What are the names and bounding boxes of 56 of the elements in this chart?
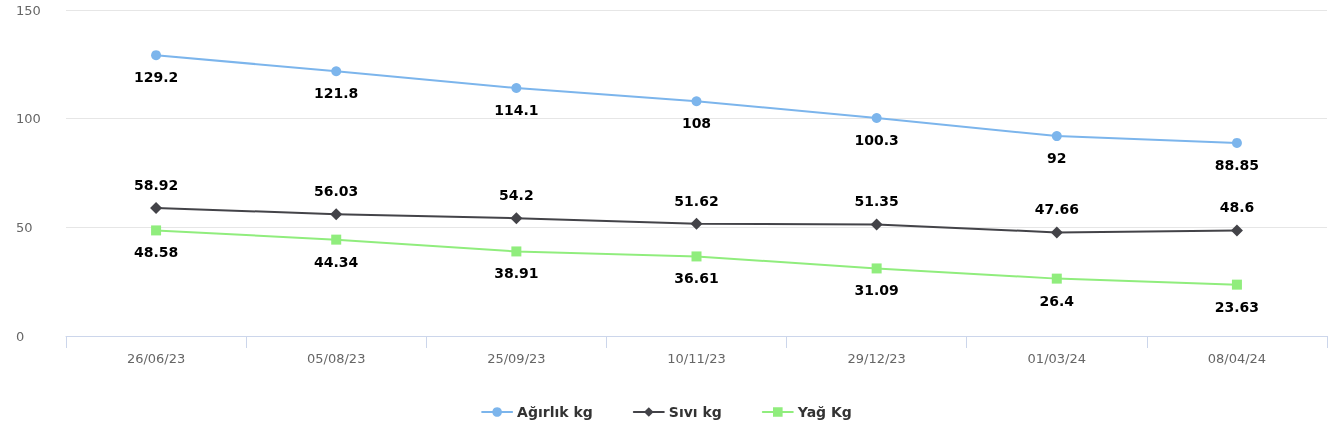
data-label: 48.6 xyxy=(1219,199,1255,216)
data-label: 108 xyxy=(681,115,712,132)
data-label: 44.34 xyxy=(314,253,359,270)
y-tick-label: 50 xyxy=(16,219,33,235)
data-label: 47.66 xyxy=(1034,201,1079,218)
point xyxy=(1050,226,1063,239)
point xyxy=(690,217,703,230)
y-tick-label: 0 xyxy=(16,328,25,344)
data-label: 92 xyxy=(1047,150,1067,167)
x-tick-label: 29/12/23 xyxy=(847,351,906,366)
data-label: 31.09 xyxy=(854,282,899,299)
data-label: 100.3 xyxy=(854,132,899,149)
data-label: 26.4 xyxy=(1039,292,1075,309)
x-tick-label: 01/03/24 xyxy=(1027,351,1086,366)
point xyxy=(331,234,342,245)
point xyxy=(151,225,162,236)
data-label: 23.63 xyxy=(1214,298,1260,315)
point xyxy=(1051,131,1062,142)
point xyxy=(691,96,702,107)
y-tick-label: 150 xyxy=(16,2,41,18)
point xyxy=(511,83,522,94)
y-tick-label: 100 xyxy=(16,111,41,127)
x-tick-label: 10/11/23 xyxy=(667,351,726,366)
point xyxy=(870,218,883,231)
point xyxy=(151,50,162,61)
point xyxy=(691,251,702,262)
point xyxy=(511,246,522,257)
data-label: 56.03 xyxy=(314,183,359,200)
data-label: 51.62 xyxy=(674,192,719,209)
point xyxy=(1231,137,1242,148)
data-label: 129.2 xyxy=(133,69,179,86)
point xyxy=(330,208,343,221)
x-tick-label: 05/08/23 xyxy=(307,351,366,366)
x-tick-label: 08/04/24 xyxy=(1207,351,1267,366)
data-label: 114.1 xyxy=(494,102,539,119)
data-label: 58.92 xyxy=(133,176,179,193)
point xyxy=(871,113,882,124)
data-label: 36.61 xyxy=(674,270,719,287)
legend-label: Ağırlık kg xyxy=(517,404,593,420)
x-tick-label: 26/06/23 xyxy=(126,351,186,366)
point xyxy=(1230,224,1243,237)
data-label: 88.85 xyxy=(1214,156,1260,173)
data-label: 38.91 xyxy=(494,265,539,282)
point xyxy=(1051,273,1062,284)
data-label: 51.35 xyxy=(854,193,899,210)
data-label: 48.58 xyxy=(133,244,179,261)
x-tick-label: 25/09/23 xyxy=(487,351,546,366)
point xyxy=(150,201,163,214)
legend-label: Sıvı kg xyxy=(668,404,722,420)
point xyxy=(331,66,342,77)
data-label: 54.2 xyxy=(499,187,534,204)
point xyxy=(510,212,523,225)
legend-label: Yağ Kg xyxy=(796,404,852,420)
point xyxy=(1231,279,1242,290)
data-label: 121.8 xyxy=(314,85,359,102)
point xyxy=(871,263,882,274)
